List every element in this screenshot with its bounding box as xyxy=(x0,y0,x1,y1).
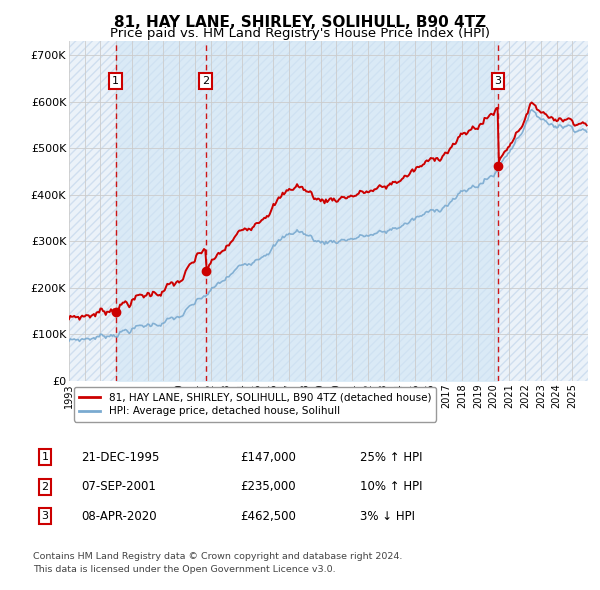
Legend: 81, HAY LANE, SHIRLEY, SOLIHULL, B90 4TZ (detached house), HPI: Average price, d: 81, HAY LANE, SHIRLEY, SOLIHULL, B90 4TZ… xyxy=(74,387,436,421)
Text: 1: 1 xyxy=(41,453,49,462)
Text: 1: 1 xyxy=(112,76,119,86)
Text: Contains HM Land Registry data © Crown copyright and database right 2024.: Contains HM Land Registry data © Crown c… xyxy=(33,552,403,561)
Text: £235,000: £235,000 xyxy=(240,480,296,493)
Text: 2: 2 xyxy=(202,76,209,86)
Text: 07-SEP-2001: 07-SEP-2001 xyxy=(81,480,156,493)
Text: 3: 3 xyxy=(41,512,49,521)
Text: 3: 3 xyxy=(494,76,502,86)
Text: 10% ↑ HPI: 10% ↑ HPI xyxy=(360,480,422,493)
Text: 21-DEC-1995: 21-DEC-1995 xyxy=(81,451,160,464)
Text: 81, HAY LANE, SHIRLEY, SOLIHULL, B90 4TZ: 81, HAY LANE, SHIRLEY, SOLIHULL, B90 4TZ xyxy=(114,15,486,30)
Text: 3% ↓ HPI: 3% ↓ HPI xyxy=(360,510,415,523)
Text: £462,500: £462,500 xyxy=(240,510,296,523)
Text: This data is licensed under the Open Government Licence v3.0.: This data is licensed under the Open Gov… xyxy=(33,565,335,574)
Text: Price paid vs. HM Land Registry's House Price Index (HPI): Price paid vs. HM Land Registry's House … xyxy=(110,27,490,40)
Text: 25% ↑ HPI: 25% ↑ HPI xyxy=(360,451,422,464)
Text: £147,000: £147,000 xyxy=(240,451,296,464)
Text: 2: 2 xyxy=(41,482,49,491)
Text: 08-APR-2020: 08-APR-2020 xyxy=(81,510,157,523)
